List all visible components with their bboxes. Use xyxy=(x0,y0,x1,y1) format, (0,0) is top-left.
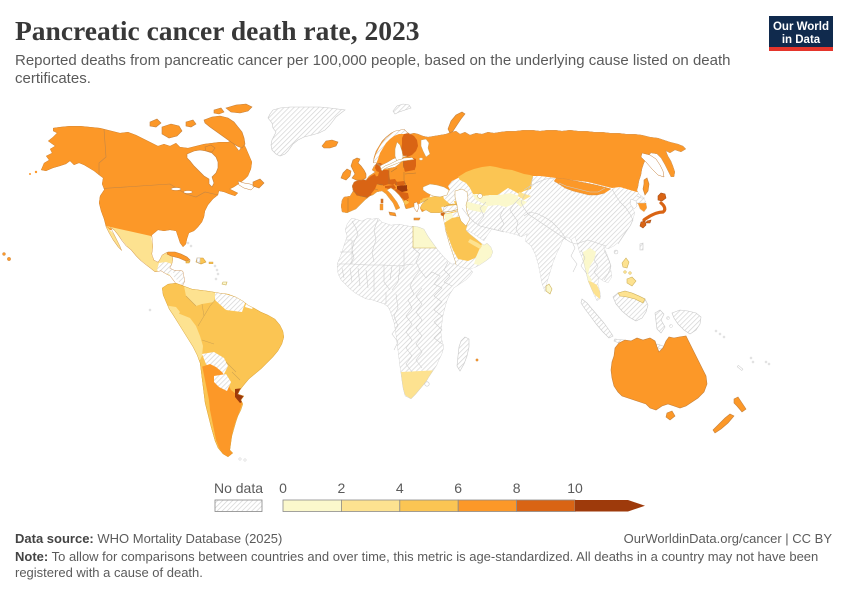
svg-text:0: 0 xyxy=(279,480,287,496)
svg-text:2: 2 xyxy=(338,480,346,496)
svg-text:10: 10 xyxy=(567,480,583,496)
svg-text:8: 8 xyxy=(513,480,521,496)
svg-text:6: 6 xyxy=(454,480,462,496)
svg-text:4: 4 xyxy=(396,480,404,496)
